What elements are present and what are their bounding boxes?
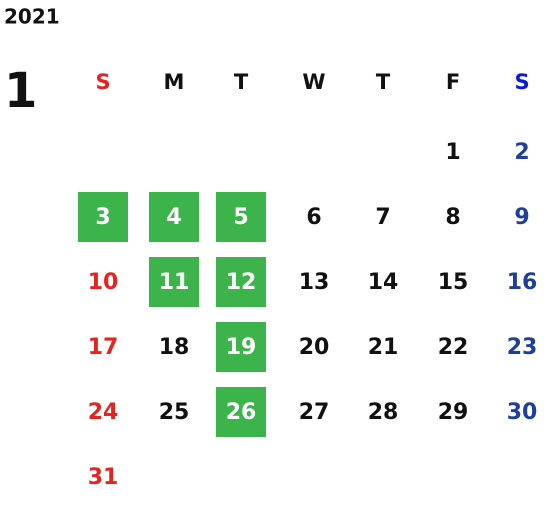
day: 3: [95, 205, 110, 230]
day: 18: [159, 335, 190, 360]
day: 17: [88, 335, 119, 360]
day: 12: [226, 270, 257, 295]
day: 4: [166, 205, 181, 230]
highlight-box: [149, 192, 199, 242]
day: 22: [438, 335, 469, 360]
weekday-label: T: [376, 70, 391, 94]
highlight-box: [78, 192, 128, 242]
day: 30: [507, 400, 538, 425]
day: 7: [375, 205, 390, 230]
highlight-box: [216, 257, 266, 307]
day: 16: [507, 270, 538, 295]
weekday-label: W: [302, 70, 325, 94]
day: 20: [299, 335, 330, 360]
day: 24: [88, 400, 119, 425]
weekday-label: T: [234, 70, 249, 94]
weekday-label: S: [514, 70, 529, 94]
day: 5: [233, 205, 248, 230]
day: 31: [88, 465, 119, 490]
day: 11: [159, 270, 190, 295]
highlight-box: [149, 257, 199, 307]
day: 28: [368, 400, 399, 425]
day: 13: [299, 270, 330, 295]
highlight-box: [216, 192, 266, 242]
day: 9: [514, 205, 529, 230]
day: 19: [226, 335, 257, 360]
day: 23: [507, 335, 538, 360]
day: 6: [306, 205, 321, 230]
year: 2021: [4, 5, 60, 29]
day: 14: [368, 270, 399, 295]
day: 1: [445, 140, 460, 165]
weekday-label: F: [446, 70, 460, 94]
day: 25: [159, 400, 190, 425]
weekday-label: M: [164, 70, 185, 94]
month: 1: [4, 63, 37, 119]
day: 26: [226, 400, 257, 425]
day: 10: [88, 270, 119, 295]
highlight-box: [216, 387, 266, 437]
day: 27: [299, 400, 330, 425]
highlight-box: [216, 322, 266, 372]
day: 15: [438, 270, 469, 295]
day: 2: [514, 140, 529, 165]
weekday-label: S: [95, 70, 110, 94]
day: 29: [438, 400, 469, 425]
day: 21: [368, 335, 399, 360]
day: 8: [445, 205, 460, 230]
